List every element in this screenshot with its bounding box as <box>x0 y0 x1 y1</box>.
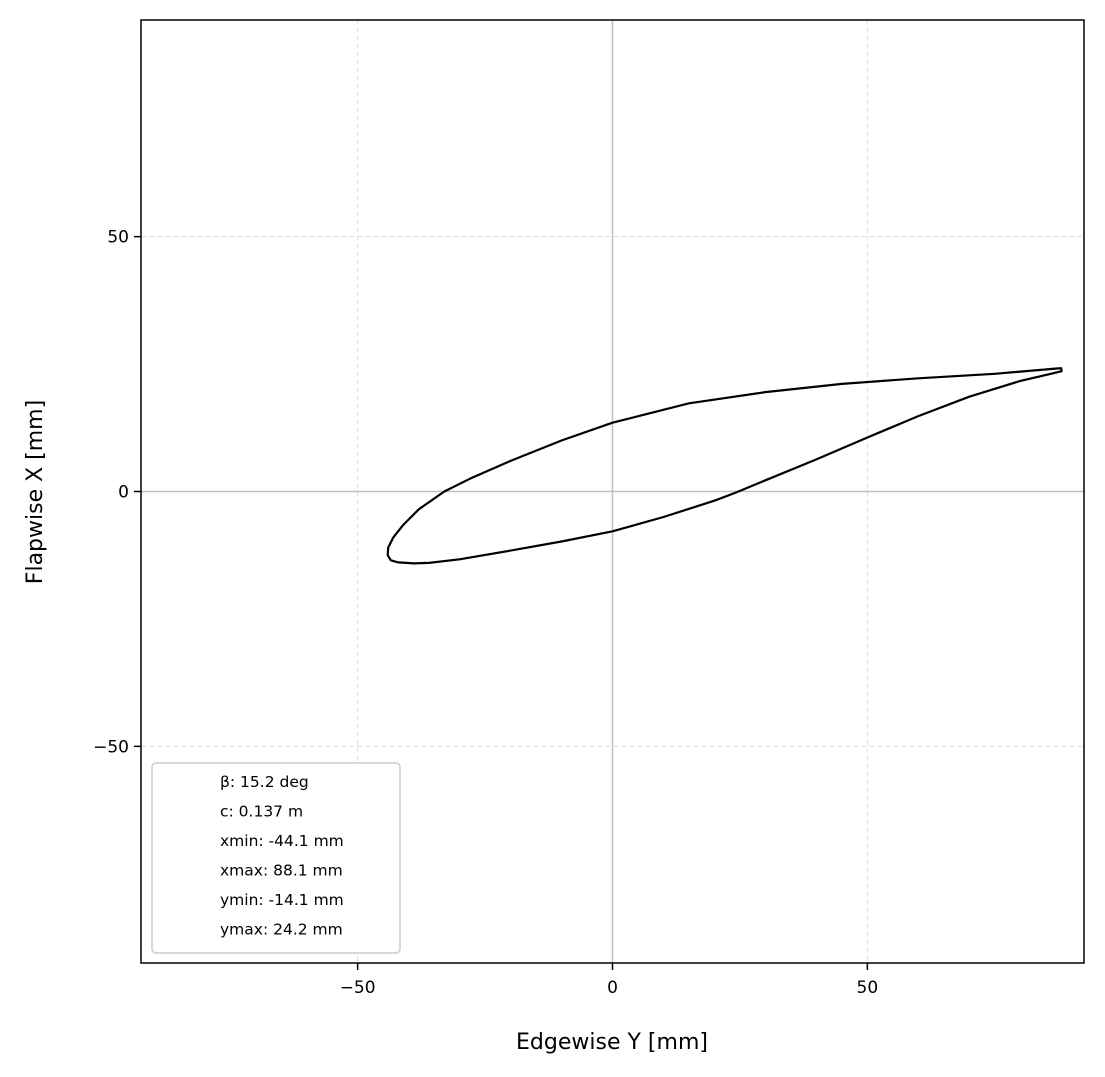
legend: β: 15.2 deg c: 0.137 m xmin: -44.1 mm xmax:… <box>151 762 401 954</box>
airfoil-profile-line <box>386 367 1063 565</box>
y-axis-title: Flapwise X [mm] <box>23 400 48 584</box>
legend-entries: β: 15.2 deg c: 0.137 m xmin: -44.1 mm xmax:… <box>220 773 344 939</box>
y-tick-label: 50 <box>107 228 129 248</box>
zero-lines <box>141 20 1084 963</box>
legend-entry: ymax: 24.2 mm <box>220 921 343 939</box>
y-tick-label: −50 <box>93 737 129 757</box>
series-layer <box>386 367 1063 565</box>
legend-entry: xmax: 88.1 mm <box>220 862 343 880</box>
x-tick-label: 0 <box>607 978 618 998</box>
x-tick-label: 50 <box>857 978 879 998</box>
x-tick-label: −50 <box>340 978 376 998</box>
legend-entry: ymin: -14.1 mm <box>220 891 344 909</box>
legend-entry: c: 0.137 m <box>220 803 303 821</box>
y-ticks: −50 0 50 <box>93 228 141 757</box>
legend-entry: xmin: -44.1 mm <box>220 832 344 850</box>
legend-entry: β: 15.2 deg <box>220 773 309 791</box>
legend-box <box>151 762 401 954</box>
y-tick-label: 0 <box>118 483 129 503</box>
x-ticks: −50 0 50 <box>340 963 878 998</box>
x-axis-title: Edgewise Y [mm] <box>516 1030 708 1055</box>
